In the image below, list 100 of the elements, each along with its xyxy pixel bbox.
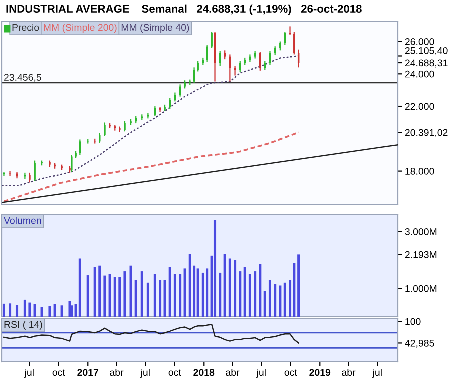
- bar: [130, 266, 132, 317]
- y-tick-label: 25.105,40: [405, 47, 448, 56]
- bar: [114, 277, 116, 317]
- y-tick-label: 18.000: [406, 168, 434, 175]
- x-tick-label: 2019: [310, 369, 331, 376]
- bar: [202, 272, 204, 317]
- y-tick-label: 24.000: [405, 70, 434, 78]
- x-tick-label: oct: [52, 370, 66, 376]
- bar: [28, 302, 32, 317]
- bar: [24, 300, 26, 317]
- candlestick: [104, 122, 106, 138]
- y-tick-label: 100: [406, 318, 421, 326]
- bar: [2, 304, 6, 317]
- y-tick-label: 22.000: [405, 103, 434, 110]
- candlestick: [99, 132, 101, 144]
- bar: [146, 282, 150, 317]
- x-tick-label: jul: [140, 368, 150, 378]
- bar: [298, 254, 300, 317]
- bar: [224, 254, 226, 317]
- bar: [86, 276, 90, 317]
- candlestick: [260, 52, 262, 72]
- bar: [104, 276, 106, 317]
- bar: [134, 280, 138, 317]
- bar: [234, 260, 237, 317]
- bar: [60, 306, 64, 317]
- bar: [16, 305, 19, 317]
- line-series: [3, 132, 300, 203]
- candlestick: [211, 31, 213, 49]
- bar: [244, 267, 246, 317]
- series-label: RSI ( 14): [4, 321, 42, 330]
- y-tick-label: 24.688,31: [405, 60, 448, 68]
- bar: [124, 272, 126, 317]
- ref-line-label: 23.456,5: [4, 74, 42, 82]
- x-tick-label: abr: [226, 368, 240, 376]
- x-tick-label: jul: [372, 368, 382, 378]
- bar: [94, 267, 96, 317]
- chart-subtitle: Semanal 24.688,31 (-1,19%) 26-oct-2018: [142, 4, 362, 16]
- bar: [239, 272, 242, 317]
- bar: [254, 272, 257, 317]
- bar: [188, 254, 192, 317]
- bar: [284, 282, 286, 317]
- bar: [206, 268, 209, 317]
- bar: [164, 280, 166, 317]
- x-tick-label: 2018: [194, 369, 215, 376]
- candlestick: [34, 160, 36, 182]
- bar: [48, 306, 52, 317]
- y-tick-label: 1.000M: [406, 285, 437, 292]
- bar: [108, 274, 112, 317]
- x-tick-label: jul: [256, 368, 266, 378]
- bar: [279, 286, 282, 317]
- x-tick-label: oct: [284, 370, 298, 376]
- candlestick: [49, 160, 51, 168]
- bar: [34, 304, 36, 317]
- candlestick: [130, 118, 132, 126]
- candlestick: [197, 60, 199, 72]
- bar: [268, 280, 272, 317]
- bar: [214, 220, 217, 317]
- candlestick: [164, 104, 166, 112]
- y-tick-label: 20.391,02: [405, 129, 448, 138]
- bar: [248, 274, 252, 317]
- bar: [293, 263, 296, 317]
- bar: [274, 284, 277, 317]
- bar: [78, 258, 82, 317]
- bar: [70, 306, 74, 317]
- bar: [196, 268, 200, 317]
- candlestick: [29, 172, 31, 184]
- y-tick-label: 2.193M: [405, 251, 437, 258]
- text: MM (Simple 40): [122, 24, 190, 34]
- bar: [174, 274, 176, 317]
- bar: [219, 272, 222, 317]
- text: MM (Simple 200): [44, 24, 117, 34]
- text: Volumen: [4, 217, 42, 224]
- candlestick: [294, 31, 296, 56]
- x-tick-label: jul: [24, 368, 34, 378]
- bar: [228, 258, 232, 317]
- x-tick-label: 2017: [78, 369, 99, 376]
- bar: [168, 267, 172, 317]
- bar: [259, 264, 262, 317]
- candlestick: [71, 154, 73, 173]
- bar: [40, 307, 44, 317]
- bar: [140, 272, 144, 317]
- x-tick-label: abr: [110, 368, 124, 376]
- bar: [264, 291, 266, 317]
- x-tick-label: oct: [168, 370, 182, 376]
- x-tick-label: abr: [342, 368, 356, 376]
- bar: [98, 266, 102, 317]
- candlestick: [69, 166, 71, 174]
- chart-title: INDUSTRIAL AVERAGE: [6, 5, 130, 13]
- bar: [8, 304, 12, 317]
- bar: [54, 304, 56, 317]
- y-tick-label: 42,985: [405, 340, 434, 348]
- y-tick-label: 3.000M: [405, 228, 437, 236]
- bar: [184, 268, 186, 317]
- y-tick-label: 26.000: [405, 38, 434, 46]
- bar: [154, 274, 156, 317]
- bar: [179, 274, 182, 317]
- legend-label: Precio: [12, 24, 40, 32]
- candlestick: [124, 120, 126, 132]
- bar: [159, 280, 162, 317]
- bar: [118, 277, 122, 317]
